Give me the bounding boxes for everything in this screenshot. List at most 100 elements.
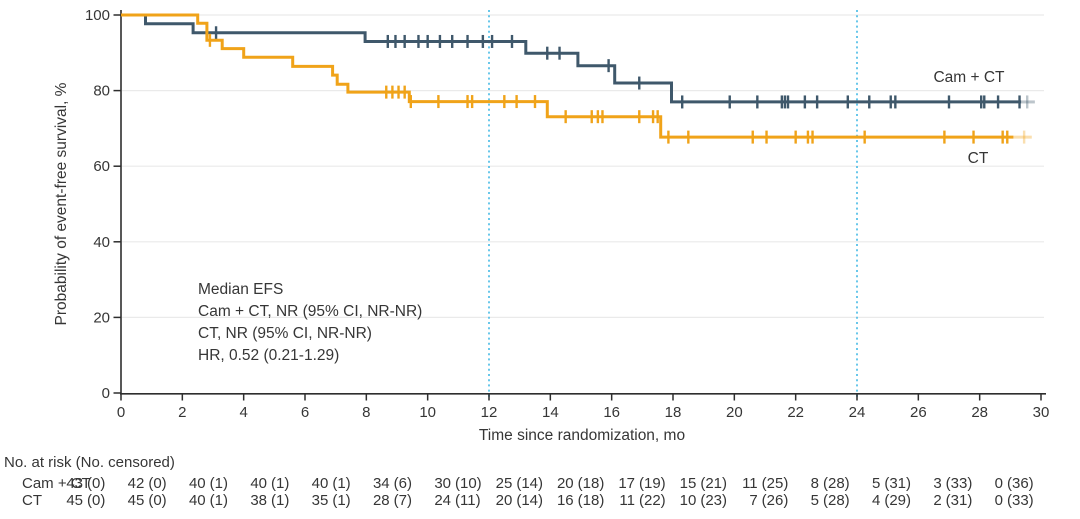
y-axis-title: Probability of event-free survival, % <box>53 82 70 325</box>
risk-cell-count: 40 <box>189 475 206 492</box>
km-curve <box>121 13 1022 104</box>
x-tick-label: 30 <box>1033 404 1050 421</box>
risk-table-header: No. at risk (No. censored) <box>4 454 175 471</box>
risk-cell-censored: (6) <box>394 475 412 492</box>
risk-cell-count: 20 <box>496 492 513 509</box>
annotation-line: HR, 0.52 (0.21-1.29) <box>198 347 339 364</box>
x-tick-label: 12 <box>481 404 498 421</box>
risk-cell-count: 35 <box>312 492 329 509</box>
risk-cell-count: 38 <box>250 492 267 509</box>
risk-cell-censored: (23) <box>700 492 727 509</box>
risk-cell-censored: (31) <box>946 492 973 509</box>
y-ticks: 0 20 40 60 80 100 <box>85 7 121 402</box>
risk-cell-count: 10 <box>680 492 697 509</box>
risk-cell-count: 0 <box>995 492 1003 509</box>
annotation-line: Median EFS <box>198 281 283 298</box>
risk-cell-count: 45 <box>128 492 145 509</box>
risk-cell-censored: (0) <box>148 492 166 509</box>
risk-cell-count: 17 <box>618 475 635 492</box>
risk-cell-count: 5 <box>872 475 880 492</box>
chart-dynamic-layer: 0 2 4 6 8 10 12 14 16 18 20 22 24 26 28 300204060801004… <box>66 7 1049 509</box>
x-tick-label: 18 <box>665 404 682 421</box>
risk-cell-count: 40 <box>250 475 267 492</box>
x-tick-label: 2 <box>178 404 186 421</box>
risk-cell-count: 42 <box>128 475 145 492</box>
risk-cell-count: 40 <box>312 475 329 492</box>
risk-cell-censored: (0) <box>148 475 166 492</box>
x-tick-label: 28 <box>971 404 988 421</box>
risk-cell-censored: (1) <box>332 475 350 492</box>
x-ticks: 0 2 4 6 8 10 12 14 16 18 20 22 24 26 28 30 <box>117 394 1050 421</box>
x-axis-title: Time since randomization, mo <box>479 427 685 444</box>
risk-cell-count: 16 <box>557 492 574 509</box>
risk-cell-censored: (18) <box>578 475 605 492</box>
risk-cell-censored: (33) <box>946 475 973 492</box>
risk-cell-censored: (7) <box>394 492 412 509</box>
risk-cell-censored: (21) <box>700 475 727 492</box>
gridlines <box>122 14 1044 318</box>
risk-cell-censored: (0) <box>87 492 105 509</box>
risk-cell-count: 8 <box>811 475 819 492</box>
risk-cell-count: 30 <box>434 475 451 492</box>
risk-cell-count: 28 <box>373 492 390 509</box>
x-tick-label: 8 <box>362 404 370 421</box>
risk-cell-count: 11 <box>742 475 758 492</box>
risk-cell-count: 24 <box>434 492 451 509</box>
y-tick-label: 20 <box>93 309 110 326</box>
risk-cell-count: 11 <box>619 492 635 509</box>
risk-cell-count: 20 <box>557 475 574 492</box>
risk-cell-censored: (28) <box>823 475 850 492</box>
series-ct <box>121 13 1032 144</box>
risk-cell-censored: (1) <box>271 492 289 509</box>
median-efs-annotation: Median EFS Cam + CT, NR (95% CI, NR-NR) … <box>198 281 422 364</box>
risk-cell-censored: (26) <box>762 492 789 509</box>
risk-cell-censored: (1) <box>210 475 228 492</box>
x-tick-label: 14 <box>542 404 559 421</box>
reference-lines <box>488 10 858 398</box>
risk-row-label-camct: Cam + CT <box>22 475 91 492</box>
risk-cell-count: 34 <box>373 475 390 492</box>
risk-cell-count: 0 <box>995 475 1003 492</box>
curve-label-camct: Cam + CT <box>933 69 1005 86</box>
risk-cell-censored: (1) <box>271 475 289 492</box>
km-curve <box>121 13 1014 139</box>
x-tick-label: 4 <box>239 404 247 421</box>
risk-cell-count: 45 <box>66 492 83 509</box>
risk-cell-censored: (29) <box>884 492 911 509</box>
annotation-line: CT, NR (95% CI, NR-NR) <box>198 325 372 342</box>
risk-cell-censored: (18) <box>578 492 605 509</box>
risk-cell-censored: (11) <box>455 492 481 509</box>
risk-cell-count: 3 <box>933 475 941 492</box>
risk-cell-censored: (33) <box>1007 492 1034 509</box>
risk-cell-count: 2 <box>933 492 941 509</box>
y-tick-label: 0 <box>102 385 110 402</box>
risk-cell-censored: (25) <box>762 475 789 492</box>
risk-values: 43 (0) 42 (0) 40 (1) 40 (1) 40 (1) 34 (6) 30 (10) 25 (1… <box>66 475 1033 509</box>
y-tick-label: 60 <box>93 158 110 175</box>
risk-cell-count: 5 <box>811 492 819 509</box>
annotation-line: Cam + CT, NR (95% CI, NR-NR) <box>198 303 422 320</box>
risk-cell-count: 4 <box>872 492 880 509</box>
series-camct <box>121 13 1035 109</box>
x-tick-label: 26 <box>910 404 927 421</box>
risk-cell-censored: (1) <box>210 492 228 509</box>
risk-cell-censored: (31) <box>884 475 911 492</box>
y-tick-label: 100 <box>85 7 110 24</box>
risk-cell-censored: (22) <box>639 492 666 509</box>
risk-cell-count: 25 <box>496 475 513 492</box>
risk-cell-censored: (14) <box>516 475 543 492</box>
risk-cell-count: 40 <box>189 492 206 509</box>
curve-label-ct: CT <box>968 150 989 167</box>
x-tick-label: 16 <box>603 404 620 421</box>
y-tick-label: 80 <box>93 83 110 100</box>
risk-cell-censored: (14) <box>516 492 543 509</box>
risk-cell-censored: (1) <box>332 492 350 509</box>
risk-cell-censored: (36) <box>1007 475 1034 492</box>
axes <box>120 10 1046 395</box>
risk-cell-count: 7 <box>749 492 757 509</box>
x-tick-label: 6 <box>301 404 309 421</box>
x-tick-label: 0 <box>117 404 125 421</box>
x-tick-label: 24 <box>849 404 866 421</box>
risk-row-label-ct: CT <box>22 492 42 509</box>
